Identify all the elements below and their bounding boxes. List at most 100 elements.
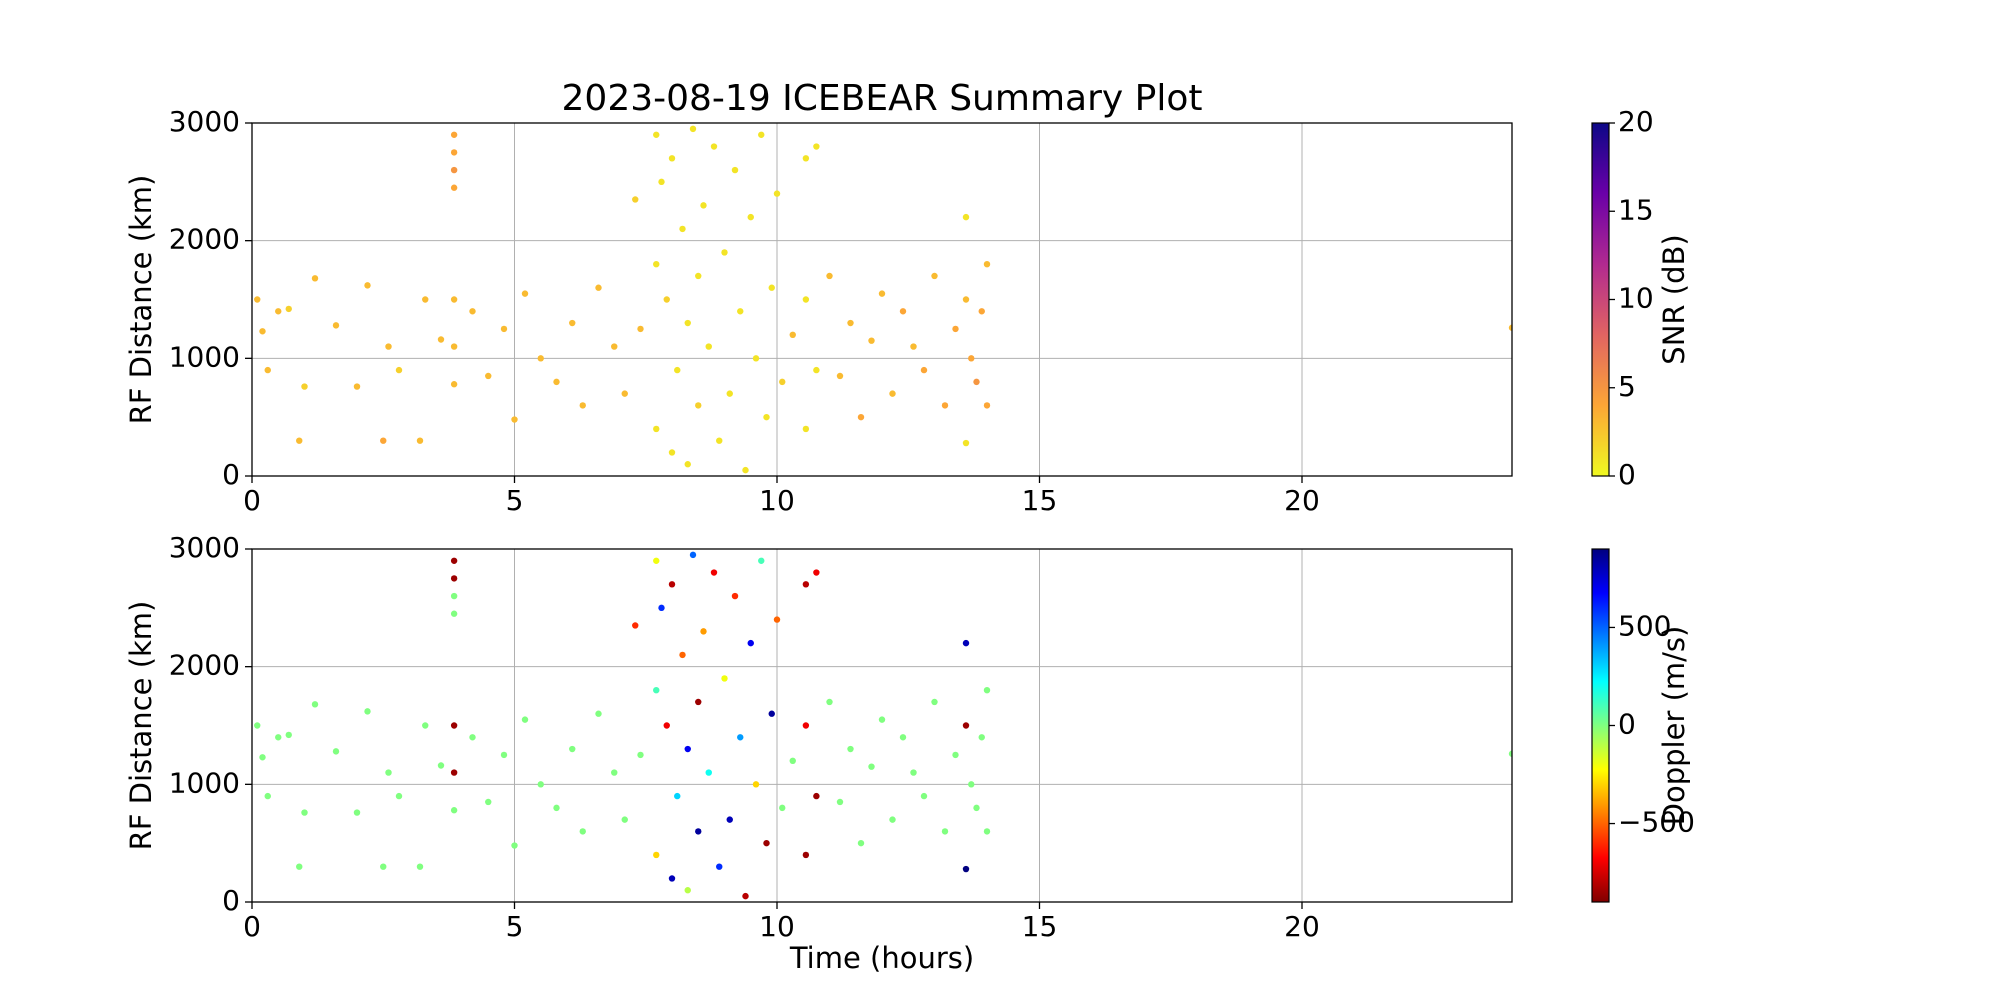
- point: [726, 816, 733, 823]
- point: [275, 308, 282, 315]
- point: [789, 757, 796, 764]
- point: [726, 390, 733, 397]
- point: [899, 734, 907, 741]
- x-tick-label: 20: [1284, 910, 1320, 943]
- point: [737, 308, 744, 315]
- point: [983, 687, 991, 694]
- point: [716, 863, 723, 870]
- point: [621, 390, 628, 397]
- point: [779, 378, 786, 386]
- x-tick-label: 10: [759, 910, 795, 943]
- point: [668, 449, 676, 456]
- point: [813, 792, 820, 800]
- y-tick-label: 0: [222, 884, 240, 917]
- x-tick-label: 15: [1022, 484, 1058, 517]
- point: [836, 372, 844, 380]
- point: [758, 131, 765, 138]
- chart-title: 2023-08-19 ICEBEAR Summary Plot: [562, 78, 1203, 119]
- point: [705, 343, 712, 350]
- point: [311, 701, 319, 708]
- point: [826, 698, 833, 706]
- y-tick-label: 1000: [169, 766, 240, 799]
- point: [637, 325, 644, 333]
- point: [941, 402, 949, 409]
- point: [469, 734, 476, 741]
- x-tick-label: 5: [506, 484, 524, 517]
- point: [768, 284, 775, 291]
- point: [285, 731, 292, 739]
- point: [779, 804, 786, 812]
- y-tick-label: 3000: [169, 531, 240, 564]
- point: [632, 196, 639, 203]
- point: [437, 336, 445, 343]
- point: [668, 581, 676, 588]
- x-tick-label: 5: [506, 910, 524, 943]
- panel: 2023-08-19 ICEBEAR Summary Plot010002000…: [124, 78, 1691, 517]
- point: [450, 807, 458, 814]
- point: [773, 190, 781, 197]
- point: [763, 413, 770, 421]
- point: [962, 296, 970, 303]
- point: [264, 792, 271, 800]
- point: [973, 804, 980, 812]
- point: [716, 437, 723, 444]
- point: [364, 708, 371, 715]
- point: [632, 622, 639, 629]
- point: [353, 809, 361, 816]
- x-axis-label: Time (hours): [789, 941, 974, 975]
- point: [259, 328, 266, 335]
- point: [296, 863, 303, 870]
- point: [1508, 750, 1512, 757]
- y-axis-label: RF Distance (km): [124, 175, 158, 425]
- point: [595, 710, 602, 717]
- point: [380, 863, 387, 870]
- point: [385, 769, 392, 776]
- point: [802, 851, 810, 859]
- point: [658, 604, 665, 612]
- point: [385, 343, 392, 350]
- point: [802, 425, 810, 433]
- point: [569, 745, 576, 753]
- point: [684, 461, 691, 468]
- point: [450, 149, 458, 156]
- point: [395, 366, 403, 374]
- point: [674, 366, 681, 374]
- y-axis-label: RF Distance (km): [124, 601, 158, 851]
- colorbar-tick-label: 10: [1618, 282, 1654, 315]
- point: [978, 734, 985, 741]
- point: [537, 781, 544, 788]
- points: [254, 125, 1512, 474]
- point: [689, 125, 697, 133]
- point: [931, 698, 938, 706]
- colorbar-tick-label: 0: [1618, 708, 1636, 741]
- point: [500, 751, 508, 759]
- point: [847, 745, 854, 753]
- point: [973, 378, 980, 386]
- point: [450, 575, 458, 582]
- point: [416, 863, 424, 870]
- point: [416, 437, 424, 444]
- point: [705, 769, 712, 776]
- point: [813, 366, 820, 374]
- point: [700, 628, 707, 635]
- point: [450, 557, 458, 564]
- point: [450, 343, 458, 350]
- point: [469, 308, 476, 315]
- point: [836, 798, 844, 806]
- point: [962, 213, 970, 221]
- point: [264, 366, 271, 374]
- point: [731, 166, 739, 174]
- point: [621, 816, 628, 823]
- point: [684, 319, 691, 327]
- point: [700, 202, 707, 209]
- point: [983, 828, 991, 835]
- point: [450, 381, 458, 388]
- point: [301, 383, 308, 390]
- point: [920, 366, 928, 374]
- point: [684, 887, 691, 894]
- x-tick-label: 0: [243, 910, 261, 943]
- point: [450, 296, 458, 303]
- point: [663, 296, 670, 303]
- point: [910, 343, 917, 350]
